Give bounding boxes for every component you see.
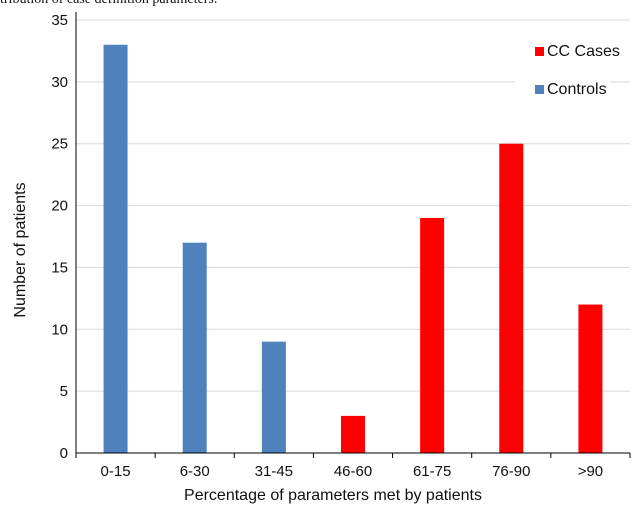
x-tick-label: 6-30 [180, 463, 210, 480]
bar-controls [261, 341, 286, 453]
legend-swatch [535, 85, 544, 94]
y-tick-label: 5 [60, 383, 68, 400]
y-tick-label: 15 [51, 259, 68, 276]
y-tick-label: 35 [51, 12, 68, 29]
gridlines [76, 19, 630, 392]
bar-controls [103, 44, 128, 453]
y-tick-label: 0 [60, 445, 68, 462]
y-tick-label: 10 [51, 321, 68, 338]
y-axis-title: Number of patients [12, 182, 29, 317]
legend-label: CC Cases [547, 43, 620, 60]
x-tick-label: 31-45 [255, 463, 293, 480]
y-tick-label: 20 [51, 198, 68, 215]
x-tick-label: 46-60 [334, 463, 372, 480]
x-tick-label: 61-75 [413, 463, 451, 480]
legend-label: Controls [547, 81, 607, 98]
axes [75, 12, 631, 458]
bar-cc-cases [341, 415, 365, 453]
y-tick-label: 30 [51, 74, 68, 91]
x-tick-label: >90 [578, 463, 603, 480]
bar-controls [182, 242, 207, 453]
y-tick-label: 25 [51, 136, 68, 153]
bars [103, 44, 603, 453]
bar-cc-cases [420, 217, 445, 453]
y-tick-labels: 0 5 10 15 20 25 30 35 [51, 12, 68, 462]
legend: CC Cases Controls [515, 43, 620, 98]
x-tick-label: 76-90 [492, 463, 530, 480]
legend-swatch [535, 47, 544, 56]
x-axis-title: Percentage of parameters met by patients [184, 487, 482, 504]
bar-cc-cases [499, 143, 524, 453]
bar-cc-cases [578, 304, 603, 453]
x-tick-labels: 0-15 6-30 31-45 46-60 61-75 76-90 >90 [101, 463, 604, 480]
caption-fragment: tribution of case definition parameters. [0, 0, 217, 8]
x-tick-label: 0-15 [101, 463, 131, 480]
